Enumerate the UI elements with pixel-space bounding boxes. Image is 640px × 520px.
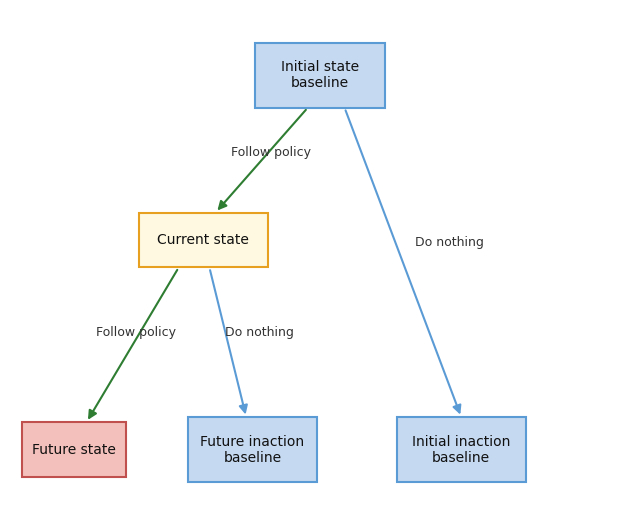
Text: Future state: Future state xyxy=(32,443,116,457)
Text: Do nothing: Do nothing xyxy=(415,236,484,249)
FancyBboxPatch shape xyxy=(139,213,268,267)
Text: Future inaction
baseline: Future inaction baseline xyxy=(200,435,305,465)
FancyBboxPatch shape xyxy=(22,422,127,477)
Text: Follow policy: Follow policy xyxy=(96,326,176,339)
FancyBboxPatch shape xyxy=(188,417,317,482)
Text: Follow policy: Follow policy xyxy=(231,146,311,159)
Text: Current state: Current state xyxy=(157,233,249,247)
FancyBboxPatch shape xyxy=(255,43,385,108)
Text: Initial state
baseline: Initial state baseline xyxy=(281,60,359,90)
Text: Do nothing: Do nothing xyxy=(225,326,294,339)
FancyBboxPatch shape xyxy=(397,417,526,482)
Text: Initial inaction
baseline: Initial inaction baseline xyxy=(412,435,511,465)
